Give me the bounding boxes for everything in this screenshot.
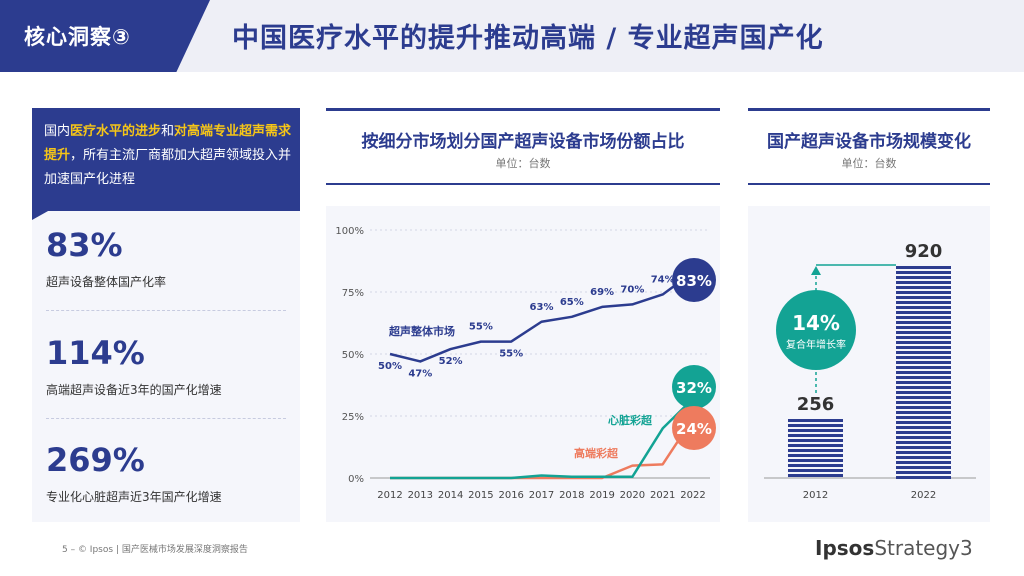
data-label: 55% bbox=[469, 322, 493, 333]
end-value-label: 83% bbox=[676, 272, 712, 290]
brand-logo: IpsosStrategy3 bbox=[815, 536, 973, 560]
end-value-bubble bbox=[672, 406, 716, 450]
intro-text: 国内医疗水平的进步和对高端专业超声需求提升，所有主流厂商都加大超声领域投入并加速… bbox=[44, 120, 292, 192]
x-tick-label: 2018 bbox=[559, 490, 584, 501]
end-value-label: 32% bbox=[676, 379, 712, 397]
data-label: 74% bbox=[651, 274, 675, 285]
intro-box bbox=[32, 108, 300, 220]
y-tick-label: 75% bbox=[342, 288, 364, 299]
brand-strategy: Strategy3 bbox=[874, 536, 973, 560]
stat-label-2: 高端超声设备近3年的国产化增速 bbox=[46, 383, 222, 397]
intro-highlight-2: 对高端专业超声需求提升 bbox=[44, 124, 292, 163]
y-tick-label: 100% bbox=[335, 226, 364, 237]
header-tag bbox=[0, 0, 210, 72]
stat-divider bbox=[46, 418, 286, 419]
middle-chart-unit: 单位：台数 bbox=[495, 157, 551, 170]
data-label: 50% bbox=[378, 361, 402, 372]
x-tick-label: 2019 bbox=[589, 490, 614, 501]
series-name-label: 超声整体市场 bbox=[388, 324, 455, 338]
intro-prefix: 国内 bbox=[44, 124, 71, 139]
data-label: 70% bbox=[620, 284, 644, 295]
header-tag-text: 核心洞察③ bbox=[24, 25, 131, 49]
stat-value-3: 269% bbox=[46, 441, 145, 479]
x-tick-label: 2014 bbox=[438, 490, 463, 501]
page-title: 中国医疗水平的提升推动高端 / 专业超声国产化 bbox=[232, 23, 824, 54]
stat-divider bbox=[46, 310, 286, 311]
data-label: 65% bbox=[560, 297, 584, 308]
x-tick-label: 2013 bbox=[408, 490, 433, 501]
section-rule-bottom bbox=[326, 183, 720, 185]
middle-chart-title: 按细分市场划分国产超声设备市场份额占比 bbox=[361, 132, 685, 152]
right-chart-unit: 单位：台数 bbox=[841, 157, 897, 170]
data-label: 52% bbox=[439, 356, 463, 367]
intro-highlight-1: 医疗水平的进步 bbox=[70, 124, 162, 139]
series-line bbox=[390, 417, 695, 480]
y-tick-label: 25% bbox=[342, 412, 364, 423]
stat-label-3: 专业化心脏超声近3年国产化增速 bbox=[46, 490, 222, 504]
end-value-bubble bbox=[672, 258, 716, 302]
x-tick-label: 2021 bbox=[650, 490, 675, 501]
series-name-label: 高端彩超 bbox=[574, 446, 619, 460]
x-tick-label: 2020 bbox=[620, 490, 645, 501]
end-value-bubble bbox=[672, 365, 716, 409]
x-tick-label: 2017 bbox=[529, 490, 554, 501]
series-name-label: 心脏彩超 bbox=[608, 413, 653, 427]
stat-value-1: 83% bbox=[46, 226, 123, 264]
intro-suffix: ，所有主流厂商都加大超声领域投入并加速国产化进程 bbox=[44, 148, 292, 187]
x-tick-label: 2022 bbox=[680, 490, 705, 501]
right-chart-title: 国产超声设备市场规模变化 bbox=[767, 132, 971, 152]
brand-ipsos: Ipsos bbox=[815, 536, 875, 560]
y-tick-label: 50% bbox=[342, 350, 364, 361]
section-rule-top bbox=[748, 108, 990, 111]
data-label: 69% bbox=[590, 287, 614, 298]
data-label: 55% bbox=[499, 349, 523, 360]
x-tick-label: 2016 bbox=[498, 490, 523, 501]
series-line bbox=[390, 397, 694, 480]
section-rule-top bbox=[326, 108, 720, 111]
end-value-label: 24% bbox=[676, 420, 712, 438]
x-tick-label: 2012 bbox=[377, 490, 402, 501]
data-label: 63% bbox=[530, 302, 554, 313]
footer-text: 5 – © Ipsos | 国产医械市场发展深度洞察报告 bbox=[62, 545, 248, 555]
series-line bbox=[389, 271, 694, 363]
stat-value-2: 114% bbox=[46, 334, 145, 372]
section-rule-bottom bbox=[748, 183, 990, 185]
intro-mid: 和 bbox=[161, 124, 175, 139]
line-chart-panel bbox=[326, 206, 720, 522]
data-label: 47% bbox=[408, 368, 432, 379]
stat-label-1: 超声设备整体国产化率 bbox=[46, 275, 167, 289]
y-tick-label: 0% bbox=[348, 474, 364, 485]
x-tick-label: 2015 bbox=[468, 490, 493, 501]
